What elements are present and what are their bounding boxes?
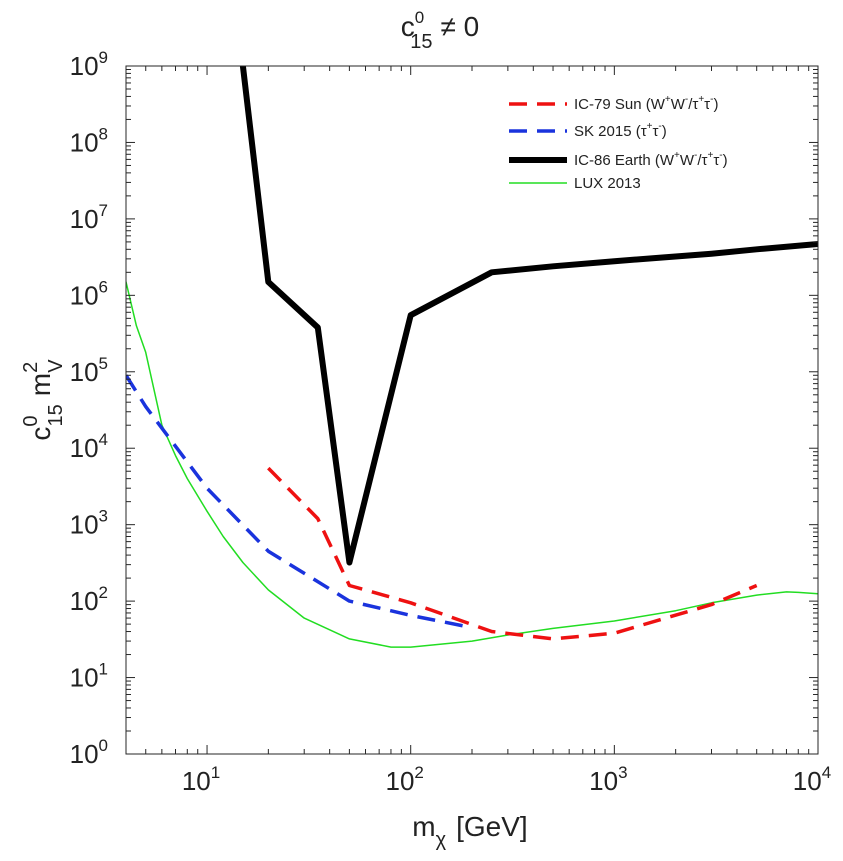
x-axis-label-text: mχ [GeV] <box>412 811 527 851</box>
legend-label-0: IC-79 Sun (W+W-/τ+τ-) <box>574 94 718 113</box>
series-line-3 <box>126 281 818 648</box>
y-tick-label: 100 <box>70 736 108 769</box>
plot-area <box>125 65 819 755</box>
y-tick-label: 108 <box>70 124 108 157</box>
series-line-1 <box>126 374 473 630</box>
y-tick-label: 101 <box>70 660 108 693</box>
y-tick-label: 107 <box>70 201 108 234</box>
series-line-2 <box>239 66 818 566</box>
y-tick-label: 109 <box>70 48 108 81</box>
y-axis-ticks: 100 101 102 103 104 105 106 107 108 109 <box>70 48 818 769</box>
legend-label-2: IC-86 Earth (W+W-/τ+τ-) <box>574 150 728 169</box>
series-layer <box>126 66 818 648</box>
x-tick-label: 102 <box>385 763 423 796</box>
y-tick-label: 105 <box>70 354 108 387</box>
legend-label-1: SK 2015 (τ+τ-) <box>574 121 667 140</box>
y-axis-label-text: c0 15m2 V <box>20 359 67 441</box>
y-tick-label: 106 <box>70 277 108 310</box>
x-axis-ticks: 101 102 103 104 <box>125 66 831 796</box>
chart-title-text: c0 15 ≠ 0 <box>401 8 479 53</box>
y-tick-label: 102 <box>70 583 108 616</box>
y-axis-label: c0 15m2 V <box>20 359 67 441</box>
x-tick-label: 103 <box>589 763 627 796</box>
y-tick-label: 103 <box>70 507 108 540</box>
x-tick-label: 104 <box>793 763 831 796</box>
chart-title: c0 15 ≠ 0 <box>401 8 479 53</box>
x-tick-label: 101 <box>182 763 220 796</box>
series-line-0 <box>267 466 758 641</box>
legend-label-3: LUX 2013 <box>574 175 641 192</box>
y-tick-label: 104 <box>70 430 108 463</box>
legend: IC-79 Sun (W+W-/τ+τ-) SK 2015 (τ+τ-) IC-86… <box>509 94 728 192</box>
x-axis-label: mχ [GeV] <box>412 811 527 851</box>
